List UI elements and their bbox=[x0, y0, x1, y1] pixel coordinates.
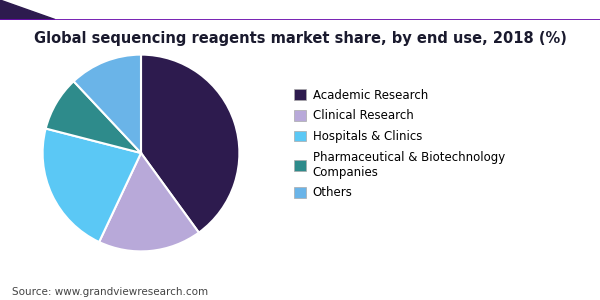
Wedge shape bbox=[43, 128, 141, 242]
Wedge shape bbox=[46, 81, 141, 153]
Legend: Academic Research, Clinical Research, Hospitals & Clinics, Pharmaceutical & Biot: Academic Research, Clinical Research, Ho… bbox=[294, 89, 505, 199]
Text: Global sequencing reagents market share, by end use, 2018 (%): Global sequencing reagents market share,… bbox=[34, 32, 566, 46]
Polygon shape bbox=[0, 0, 55, 20]
Wedge shape bbox=[141, 55, 239, 232]
Wedge shape bbox=[99, 153, 199, 251]
Wedge shape bbox=[74, 55, 141, 153]
Text: Source: www.grandviewresearch.com: Source: www.grandviewresearch.com bbox=[12, 287, 208, 297]
